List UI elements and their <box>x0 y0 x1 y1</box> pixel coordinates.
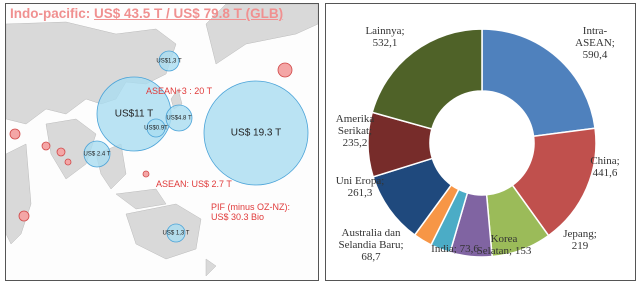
category-label: India; <box>431 243 457 255</box>
donut-slice <box>481 28 596 138</box>
bubble-label: US$0.9T <box>144 126 168 132</box>
bubble <box>166 223 186 243</box>
value-label: 261,3 <box>347 187 373 199</box>
bubble-label: US$ 2.4 T <box>84 152 111 158</box>
category-label: China; <box>590 155 620 167</box>
marker <box>142 170 150 178</box>
value-label: 590,4 <box>582 49 608 61</box>
slice-label: India; 73,6 <box>419 243 491 255</box>
slice-label: Uni Eropa; 261,3 <box>330 175 390 199</box>
title-value: US$ 43.5 T / US$ 79.8 T (GLB) <box>94 6 284 21</box>
slice-label: Amerika Serikat; 235,2 <box>325 113 385 149</box>
category-label: Jepang; <box>563 228 597 240</box>
map-panel: US$11 T US$ 19.3 T US$4.8 T US$1,3 T US$ 2.4… <box>5 3 319 281</box>
category-label: Amerika Serikat; <box>335 113 375 137</box>
value-label: 68,7 <box>361 251 381 263</box>
bubble-label: US$1,3 T <box>156 59 182 65</box>
annotation: ASEAN: US$ 2.7 T <box>156 179 232 189</box>
value-label: 532,1 <box>372 37 398 49</box>
slice-label: Lainnya; 532,1 <box>355 25 415 49</box>
donut-slice <box>371 28 483 130</box>
value-label: 219 <box>571 240 589 252</box>
slice-label: China; 441,6 <box>580 155 630 179</box>
category-label: Lainnya; <box>365 25 405 37</box>
marker <box>18 210 30 222</box>
annotation: PIF (minus OZ-NZ): US$ 30.3 Bio <box>211 202 290 222</box>
category-label: Korea Selatan; <box>476 233 518 257</box>
marker <box>9 128 21 140</box>
slice-label: Australia dan Selandia Baru; 68,7 <box>335 227 407 263</box>
bubble <box>83 140 111 168</box>
title-lead: Indo-pacific: <box>10 6 91 21</box>
category-label: Uni Eropa; <box>335 175 385 187</box>
value-label: 235,2 <box>342 137 368 149</box>
bubble <box>158 50 180 72</box>
value-label: 73,6 <box>459 243 479 255</box>
bubble-label: US$4.8 T <box>166 116 192 122</box>
slice-label: Korea Selatan; 153 <box>475 233 533 257</box>
marker <box>277 62 293 78</box>
map-title: Indo-pacific: US$ 43.5 T / US$ 79.8 T (G… <box>10 6 283 21</box>
bubble-label: US$11 T <box>115 109 154 120</box>
bubble-label: US$ 1,3 T <box>163 231 190 237</box>
bubble <box>203 80 309 186</box>
category-label: Australia dan Selandia Baru; <box>338 227 404 251</box>
donut-panel <box>325 3 636 281</box>
annotation: ASEAN+3 : 20 T <box>146 86 213 96</box>
bubble-label: US$ 19.3 T <box>231 128 281 139</box>
marker <box>64 158 72 166</box>
value-label: 441,6 <box>592 167 618 179</box>
map: US$11 T US$ 19.3 T US$4.8 T US$1,3 T US$ 2.4… <box>6 4 318 277</box>
marker <box>56 147 66 157</box>
value-label: 153 <box>514 245 532 257</box>
donut-chart <box>367 28 597 258</box>
category-label: Intra-ASEAN; <box>575 25 615 49</box>
slice-label: Intra-ASEAN; 590,4 <box>565 25 625 61</box>
bubble <box>146 118 166 138</box>
bubble <box>165 104 193 132</box>
marker <box>41 141 51 151</box>
slice-label: Jepang; 219 <box>555 228 605 252</box>
